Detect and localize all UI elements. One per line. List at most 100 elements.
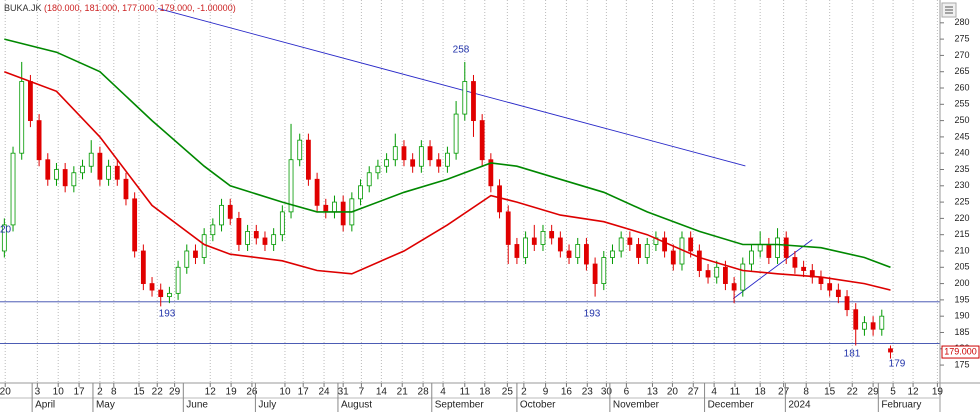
candle-body [149,283,155,291]
candle-body [271,234,277,245]
candle-body [123,178,129,200]
candle-body [323,204,329,213]
annotation: 193 [584,309,601,320]
candle-body [436,159,442,167]
candle-body [462,81,468,115]
candle-body [627,237,633,245]
candle-body [219,204,224,226]
month-label: September [435,400,485,411]
month-label: April [35,400,55,411]
candle-body [45,159,51,180]
x-tick-label: 4 [440,387,446,398]
ohlc-text: (180.000, 181.000, 177.000, 179.000, -1.… [44,3,236,13]
x-tick-label: 8 [803,387,809,398]
candle-body [644,244,650,258]
candle-body [80,165,85,174]
x-tick-label: 18 [755,387,767,398]
annotation: 181 [844,349,861,360]
x-tick-label: 28 [418,387,430,398]
candle-body [862,322,867,330]
candle-body [584,244,589,265]
candle-body [523,237,529,258]
month-label: August [341,400,372,411]
candle-body [184,250,190,268]
candle-body [505,211,511,245]
candle-body [384,159,389,167]
candle-body [835,289,841,298]
symbol: BUKA.JK [4,3,42,13]
y-tick-label: 275 [954,33,969,43]
y-tick-label: 265 [954,66,969,76]
candle-body [601,257,607,284]
x-tick-label: 13 [647,387,659,398]
candle-body [844,296,850,311]
candle-body [28,81,33,122]
x-tick-label: 31 [338,387,350,398]
candle-body [714,266,720,278]
month-label: July [258,400,276,411]
y-tick-label: 220 [954,213,969,223]
x-tick-label: 29 [868,387,880,398]
y-tick-label: 230 [954,180,969,190]
y-tick-label: 235 [954,164,969,174]
x-tick-label: 27 [688,387,700,398]
candle-body [740,263,746,291]
moving-average [4,70,891,291]
candle-body [114,165,120,180]
candle-body [575,244,581,258]
candle-body [479,120,485,161]
trendline [732,239,813,299]
candle-body [557,237,563,252]
candle-body [132,198,138,252]
x-tick-label: 25 [502,387,514,398]
candle-body [757,244,763,252]
y-tick-label: 200 [954,278,969,288]
x-tick-label: 23 [582,387,594,398]
candle-body [696,250,702,271]
candle-body [531,237,537,245]
x-tick-label: 19 [226,387,238,398]
candle-body [366,172,372,187]
month-label: 2024 [788,400,811,411]
candle-body [314,178,320,206]
y-tick-label: 185 [954,327,969,337]
menu-button[interactable] [941,2,957,18]
candle-body [879,315,885,330]
x-tick-label: 10 [53,387,65,398]
moving-average [4,38,891,269]
candle-body [375,165,381,174]
x-tick-label: 15 [133,387,145,398]
candle-body [766,244,772,258]
x-tick-label: 12 [908,387,920,398]
price-tag-label: 179.000 [944,346,977,356]
candle-body [88,152,94,167]
candle-body [1,224,7,252]
x-tick-label: 16 [561,387,573,398]
x-tick-label: 26 [246,387,258,398]
price-tag [941,345,980,359]
candle-body [853,309,859,330]
menu-icon[interactable] [945,6,953,14]
y-tick-label: 190 [954,311,969,321]
x-tick-label: 30 [601,387,613,398]
candle-body [705,270,711,278]
x-tick-label: 20 [667,387,679,398]
x-tick-label: 6 [624,387,630,398]
candle-body [418,146,424,167]
candle-body [471,81,476,122]
x-tick-label: 3 [35,387,41,398]
candle-body [201,234,207,258]
candle-body [445,152,450,167]
y-tick-label: 215 [954,229,969,239]
candle-body [288,159,294,213]
trendline [157,8,746,167]
x-tick-label: 8 [111,387,117,398]
y-tick-label: 250 [954,115,969,125]
y-tick-label: 280 [954,17,969,27]
candle-body [158,289,164,298]
candle-body [401,146,407,161]
x-tick-label: 18 [479,387,491,398]
